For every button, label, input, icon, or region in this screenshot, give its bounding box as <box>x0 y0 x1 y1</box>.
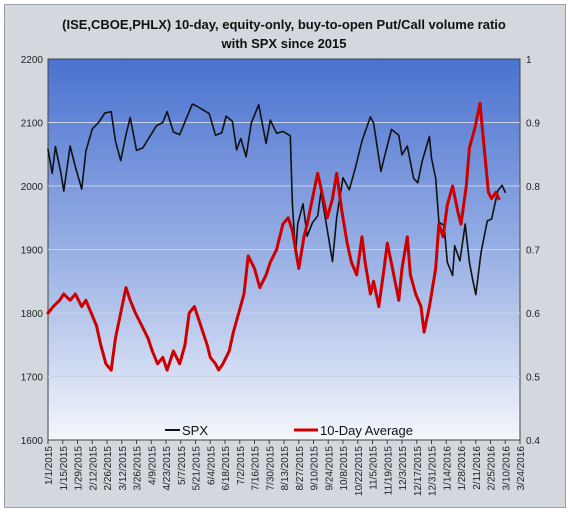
x-tick-label: 7/30/2015 <box>265 446 276 491</box>
chart-title-line-1: (ISE,CBOE,PHLX) 10-day, equity-only, buy… <box>62 17 506 32</box>
x-tick-label: 7/16/2015 <box>251 446 262 491</box>
x-tick-label: 10/8/2015 <box>339 446 350 491</box>
x-tick-label: 8/13/2015 <box>280 446 291 491</box>
x-tick-label: 2/11/2016 <box>472 446 483 490</box>
x-tick-label: 2/26/2015 <box>103 446 114 491</box>
right-axis-ticks: 0.4 0.5 0.6 0.7 0.8 0.9 1 <box>526 55 540 447</box>
x-tick-label: 3/10/2016 <box>501 446 512 491</box>
x-tick-label: 1/28/2016 <box>457 446 468 491</box>
series-line-10-day-average <box>46 101 501 372</box>
series-lines <box>46 101 507 372</box>
x-tick-label: 4/9/2015 <box>147 446 158 485</box>
legend: SPX 10-Day Average <box>165 423 413 438</box>
x-tick-label: 1/14/2016 <box>442 446 453 491</box>
left-axis-tick-label: 2000 <box>21 182 44 193</box>
x-tick-label: 2/25/2016 <box>487 446 498 491</box>
x-tick-label: 6/4/2015 <box>206 446 217 485</box>
x-tick-label: 12/31/2015 <box>428 446 439 496</box>
left-axis-tick-label: 1600 <box>21 436 44 447</box>
right-axis-tick-label: 0.4 <box>526 436 540 447</box>
x-tick-label: 5/21/2015 <box>192 446 203 491</box>
left-axis-tick-label: 1900 <box>21 246 44 257</box>
x-tick-label: 3/12/2015 <box>118 446 129 491</box>
right-axis-tick-label: 0.5 <box>526 373 540 384</box>
x-tick-label: 12/3/2015 <box>398 446 409 491</box>
left-axis-tick-label: 2100 <box>21 119 44 130</box>
x-tick-label: 12/17/2015 <box>413 446 424 496</box>
x-tick-label: 10/22/2015 <box>354 446 365 496</box>
right-axis-tick-label: 0.6 <box>526 309 540 320</box>
legend-label-10-day-average: 10-Day Average <box>320 423 413 438</box>
x-tick-label: 4/23/2015 <box>162 446 173 491</box>
x-tick-label: 1/1/2015 <box>44 446 55 485</box>
x-tick-label: 7/2/2015 <box>236 446 247 485</box>
x-tick-label: 6/18/2015 <box>221 446 232 491</box>
left-axis-tick-label: 1800 <box>21 309 44 320</box>
left-axis-ticks: 1600 1700 1800 1900 2000 2100 2200 <box>21 55 44 447</box>
x-tick-label: 11/5/2015 <box>369 446 380 490</box>
x-axis-ticks: 1/1/2015 1/15/2015 1/29/2015 2/12/2015 2/26/… <box>44 440 527 496</box>
x-tick-label: 8/27/2015 <box>295 446 306 491</box>
x-tick-label: 1/29/2015 <box>74 446 85 491</box>
left-axis-tick-label: 1700 <box>21 373 44 384</box>
right-axis-tick-label: 0.8 <box>526 182 540 193</box>
x-tick-label: 9/10/2015 <box>310 446 321 491</box>
x-tick-label: 3/26/2015 <box>133 446 144 491</box>
x-tick-label: 2/12/2015 <box>88 446 99 491</box>
gridlines <box>48 122 520 377</box>
x-tick-label: 5/7/2015 <box>177 446 188 485</box>
x-tick-label: 1/15/2015 <box>59 446 70 491</box>
right-axis-tick-label: 0.7 <box>526 246 540 257</box>
chart-title-line-2: with SPX since 2015 <box>220 36 346 51</box>
right-axis-tick-label: 1 <box>526 55 532 66</box>
x-tick-label: 9/24/2015 <box>324 446 335 491</box>
x-tick-label: 11/19/2015 <box>383 446 394 496</box>
legend-label-spx: SPX <box>182 423 208 438</box>
x-tick-label: 3/24/2016 <box>516 446 527 491</box>
left-axis-tick-label: 2200 <box>21 55 44 66</box>
right-axis-tick-label: 0.9 <box>526 119 540 130</box>
